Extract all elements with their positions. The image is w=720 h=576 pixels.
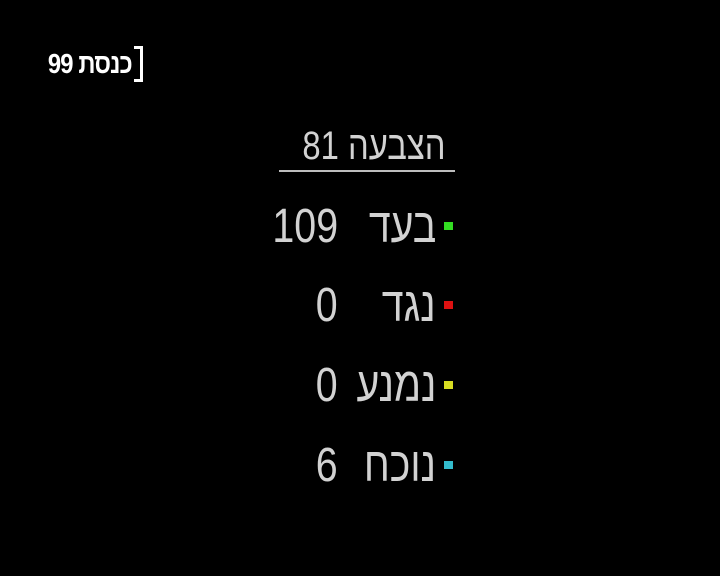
- title-divider: [279, 170, 455, 172]
- vote-label: נוכח: [363, 439, 436, 492]
- vote-label: בעד: [368, 200, 436, 253]
- vote-color-marker: [444, 461, 453, 469]
- logo-text: כנסת 99: [47, 48, 133, 79]
- vote-count: 0: [316, 359, 338, 412]
- logo-bracket: [133, 46, 143, 82]
- vote-count: 6: [316, 439, 338, 492]
- channel-logo: כנסת 99: [33, 44, 143, 84]
- vote-count: 0: [316, 279, 338, 332]
- vote-count: 109: [272, 200, 338, 253]
- vote-title: הצבעה 81: [302, 124, 446, 168]
- vote-label: נמנע: [356, 359, 436, 412]
- vote-label: נגד: [382, 279, 436, 332]
- vote-color-marker: [444, 381, 453, 389]
- vote-color-marker: [444, 222, 453, 230]
- vote-color-marker: [444, 301, 453, 309]
